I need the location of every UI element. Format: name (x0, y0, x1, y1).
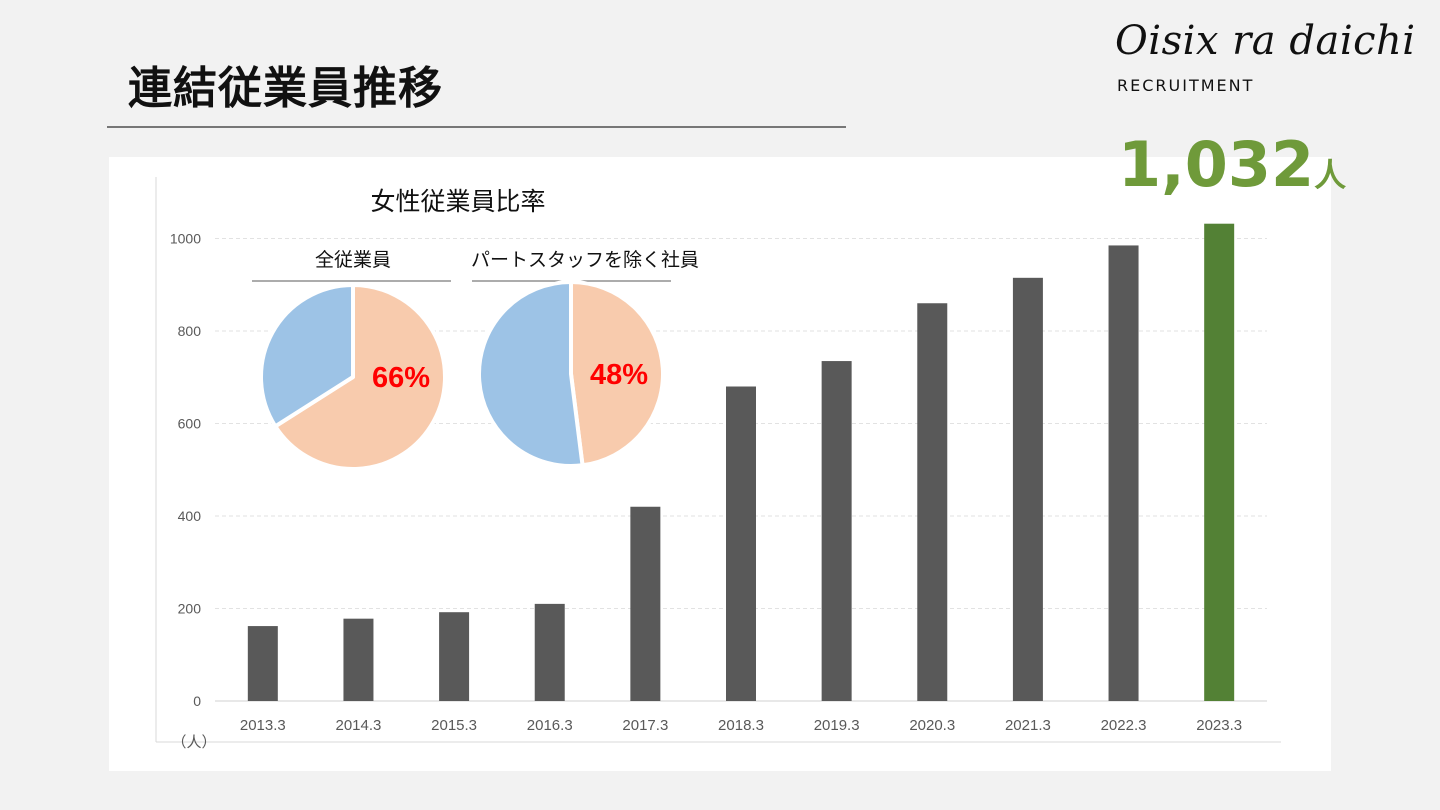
all-employees-pie-slice-0 (273, 283, 447, 471)
chart-card: 0 200 400 600 800 1000 2013.3 2014.3 2015.3 2016.… (109, 157, 1331, 771)
bar-2021.3 (1012, 277, 1043, 701)
y-tick-label: 1000 (170, 231, 201, 247)
excluding-part-time-pie-slice-0 (569, 280, 665, 468)
x-tick-label: 2023.3 (1196, 717, 1242, 734)
x-tick-label: 2013.3 (240, 717, 286, 734)
excluding-part-time-pie-slice-1 (477, 280, 585, 468)
brand-logo: Oisix ra daichi (1115, 18, 1416, 64)
x-tick-label: 2019.3 (814, 717, 860, 734)
bar-2015.3 (439, 612, 470, 701)
x-tick-label: 2018.3 (718, 717, 764, 734)
bar-2018.3 (726, 386, 756, 701)
y-unit-label: （人） (171, 734, 216, 751)
bar-2017.3 (630, 506, 661, 701)
bars (247, 223, 1235, 701)
excluding-part-time-pie-title: パートスタッフを除く社員 (471, 249, 699, 271)
excluding-part-time-pie-label: 48% (590, 359, 648, 391)
bar-2020.3 (917, 303, 948, 701)
title-divider (107, 126, 846, 128)
x-tick-label: 2020.3 (909, 717, 955, 734)
bar-2016.3 (534, 603, 565, 701)
bar-2022.3 (1108, 245, 1139, 701)
x-tick-label: 2015.3 (431, 717, 477, 734)
latest-headcount-unit: 人 (1314, 156, 1347, 194)
all-employees-pie-label: 66% (372, 362, 430, 394)
brand-logo-subtitle: RECRUITMENT (1117, 76, 1255, 95)
x-tick-label: 2014.3 (336, 717, 382, 734)
all-employees-pie-slice-1 (259, 283, 355, 429)
y-tick-label: 400 (178, 508, 202, 524)
pie-group-title: 女性従業員比率 (370, 188, 545, 216)
bar-2013.3 (247, 626, 278, 701)
bar-2019.3 (821, 361, 852, 701)
page-title: 連結従業員推移 (128, 63, 443, 114)
x-tick-label: 2021.3 (1005, 717, 1051, 734)
y-tick-label: 200 (178, 601, 202, 617)
y-tick-label: 0 (193, 693, 201, 709)
latest-headcount-value: 1,032 (1118, 128, 1315, 201)
x-tick-label: 2017.3 (622, 717, 668, 734)
y-tick-label: 800 (178, 323, 202, 339)
bar-2023.3 (1204, 223, 1235, 701)
all-employees-pie-title: 全従業員 (315, 249, 391, 271)
bar-2014.3 (343, 618, 374, 701)
x-tick-label: 2022.3 (1101, 717, 1147, 734)
latest-headcount-callout: 1,032人 (1118, 128, 1346, 201)
x-tick-label: 2016.3 (527, 717, 573, 734)
axes: 0 200 400 600 800 1000 2013.3 2014.3 2015.3 2016.… (155, 177, 1281, 751)
y-tick-label: 600 (178, 416, 202, 432)
employee-chart: 0 200 400 600 800 1000 2013.3 2014.3 2015.3 2016.… (155, 177, 1281, 751)
